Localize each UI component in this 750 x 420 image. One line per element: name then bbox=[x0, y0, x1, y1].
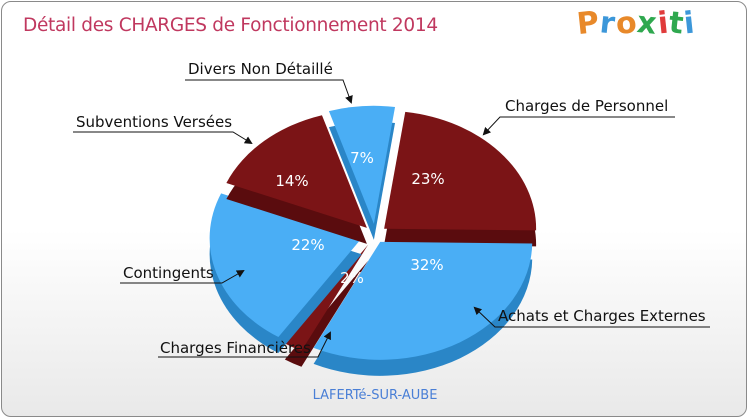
leader-line bbox=[473, 306, 710, 328]
slice-category-label: Achats et Charges Externes bbox=[498, 307, 706, 325]
pie-percent-label: 7% bbox=[350, 149, 374, 167]
pie-slice bbox=[328, 105, 396, 224]
slice-category-label: Contingents bbox=[123, 264, 214, 282]
commune-name: LAFERTé-SUR-AUBE bbox=[312, 388, 438, 403]
slice-category-label: Charges Financières bbox=[160, 339, 311, 357]
pie-percent-label: 2% bbox=[340, 269, 364, 287]
leader-line bbox=[185, 79, 353, 104]
pie-percent-label: 22% bbox=[291, 236, 324, 254]
slice-category-label: Subventions Versées bbox=[76, 113, 232, 131]
pie-slice bbox=[313, 241, 533, 360]
leader-line bbox=[120, 270, 245, 284]
pie-slice bbox=[226, 115, 367, 228]
slice-category-label: Charges de Personnel bbox=[505, 97, 668, 115]
leader-line bbox=[73, 131, 253, 145]
pie-percent-label: 14% bbox=[275, 172, 308, 190]
chart-title: Détail des CHARGES de Fonctionnement 201… bbox=[23, 15, 438, 36]
leader-line bbox=[158, 331, 331, 358]
slice-category-label: Divers Non Détaillé bbox=[188, 60, 333, 78]
pie-slice bbox=[384, 111, 537, 231]
leader-line bbox=[482, 116, 675, 136]
pie-percent-label: 23% bbox=[411, 170, 444, 188]
pie-percent-label: 32% bbox=[410, 256, 443, 274]
